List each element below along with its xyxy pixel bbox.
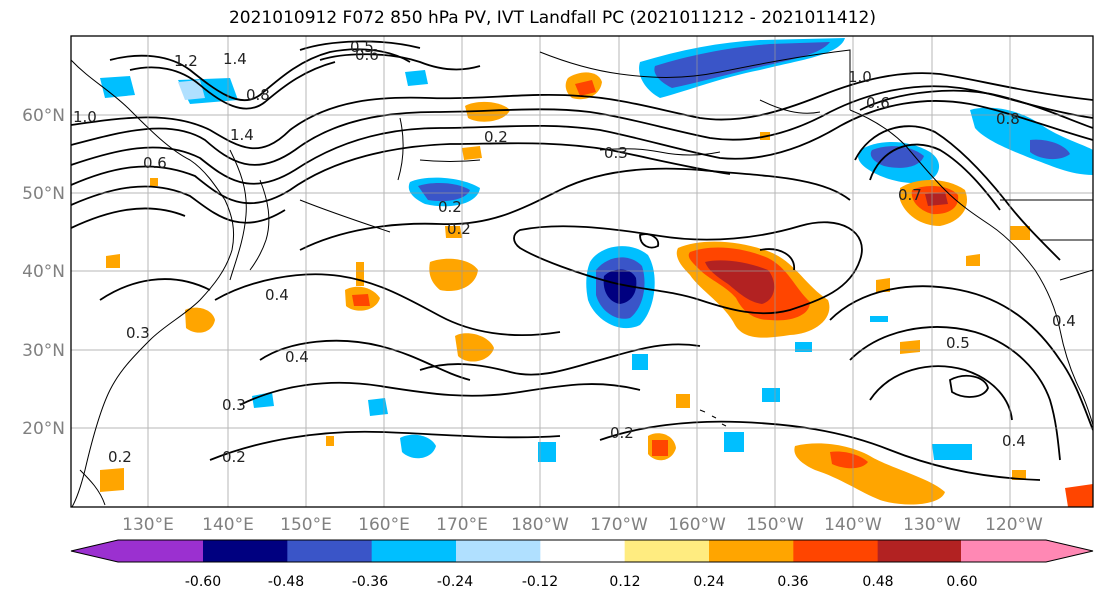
colorbar-segment <box>203 540 288 562</box>
contour-label: 1.4 <box>223 50 247 68</box>
contour-label: 0.2 <box>108 448 132 466</box>
colorbar-segment <box>709 540 794 562</box>
contour-label: 1.0 <box>73 108 97 126</box>
contour-label: 0.4 <box>265 286 289 304</box>
contour-label: 0.4 <box>1052 312 1076 330</box>
lon-label: 180°W <box>511 515 569 535</box>
colorbar-tick-label: -0.24 <box>437 574 473 590</box>
colorbar-tick-label: -0.12 <box>522 574 558 590</box>
lon-label: 170°W <box>590 515 648 535</box>
colorbar-tick-label: 0.60 <box>946 574 977 590</box>
contour-label: 1.4 <box>230 126 254 144</box>
map-frame <box>70 35 1094 508</box>
lat-label: 40°N <box>22 262 65 282</box>
contour-label: 0.8 <box>246 86 270 104</box>
contour-label: 0.3 <box>126 324 150 342</box>
colorbar-tick-label: -0.36 <box>352 574 388 590</box>
colorbar-ticks: -0.60 -0.48 -0.36 -0.24 -0.12 0.12 0.24 … <box>185 574 978 590</box>
lon-label: 140°W <box>824 515 882 535</box>
colorbar-segment <box>456 540 541 562</box>
lon-label: 160°W <box>668 515 726 535</box>
lat-labels: 60°N 50°N 40°N 30°N 20°N <box>22 106 65 439</box>
lon-label: 140°E <box>202 515 254 535</box>
coastlines <box>71 49 1093 507</box>
lat-label: 60°N <box>22 106 65 126</box>
pv-contours <box>71 40 1093 481</box>
contour-label: 0.3 <box>604 144 628 162</box>
contour-label: 0.2 <box>484 128 508 146</box>
colorbar-segment <box>624 540 710 562</box>
contour-labels: 1.0 1.2 1.4 0.8 1.4 0.6 0.5 0.6 0.2 0.3 … <box>73 38 1076 466</box>
colorbar-tick-label: 0.12 <box>609 574 640 590</box>
lon-label: 170°E <box>436 515 488 535</box>
colorbar-outline <box>70 539 1094 563</box>
contour-label: 0.7 <box>898 186 922 204</box>
lon-label: 120°W <box>985 515 1043 535</box>
colorbar-segment <box>371 540 457 562</box>
colorbar-segment <box>877 540 963 562</box>
contour-label: 0.6 <box>866 94 890 112</box>
contour-label: 1.2 <box>174 52 198 70</box>
contour-label: 0.6 <box>143 154 167 172</box>
colorbar-tick-label: -0.48 <box>268 574 304 590</box>
contour-label: 0.4 <box>1002 432 1026 450</box>
contour-label: 0.5 <box>946 334 970 352</box>
colorbar-tick-label: 0.36 <box>777 574 808 590</box>
colorbar-segment <box>793 540 879 562</box>
contour-label: 1.0 <box>848 68 872 86</box>
lon-labels: 130°E 140°E 150°E 160°E 170°E 180°W 170°… <box>122 515 1043 535</box>
chart-title: 2021010912 F072 850 hPa PV, IVT Landfall… <box>228 8 876 28</box>
contour-label: 0.2 <box>222 448 246 466</box>
contour-label: 0.3 <box>222 396 246 414</box>
contour-label: 0.2 <box>447 220 471 238</box>
colorbar-segment <box>287 540 373 562</box>
lat-label: 50°N <box>22 184 65 204</box>
lon-label: 130°W <box>903 515 961 535</box>
colorbar-tick-label: 0.48 <box>862 574 893 590</box>
contour-label: 0.2 <box>610 424 634 442</box>
lat-label: 20°N <box>22 419 65 439</box>
lon-label: 150°W <box>746 515 804 535</box>
lon-label: 130°E <box>122 515 174 535</box>
colorbar-segment <box>961 540 1093 562</box>
lat-label: 30°N <box>22 341 65 361</box>
colorbar-tick-label: -0.60 <box>185 574 221 590</box>
colorbar-segments <box>70 539 1094 563</box>
colorbar-segment <box>540 540 626 562</box>
contour-label: 0.4 <box>285 348 309 366</box>
graticule <box>71 36 1093 507</box>
contour-label: 0.2 <box>438 198 462 216</box>
colorbar: -0.60 -0.48 -0.36 -0.24 -0.12 0.12 0.24 … <box>70 539 1094 590</box>
map-content: 1.0 1.2 1.4 0.8 1.4 0.6 0.5 0.6 0.2 0.3 … <box>71 36 1093 507</box>
lon-label: 160°E <box>358 515 410 535</box>
colorbar-tick-label: 0.24 <box>693 574 724 590</box>
contour-label: 0.8 <box>996 110 1020 128</box>
contour-label: 0.6 <box>355 46 379 64</box>
lon-label: 150°E <box>280 515 332 535</box>
contour-label: 0.5 <box>350 38 374 56</box>
shaded-anomalies <box>100 38 1093 507</box>
colorbar-segment <box>71 540 203 562</box>
